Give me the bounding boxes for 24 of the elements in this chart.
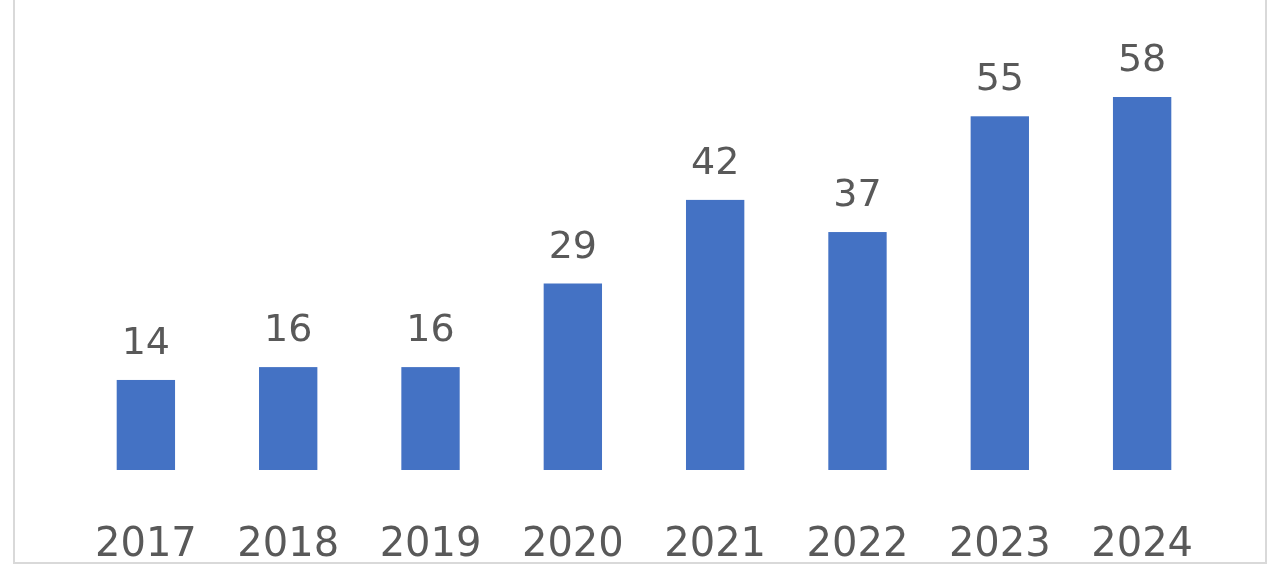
data-label: 29 — [548, 222, 598, 267]
x-tick-label: 2018 — [237, 519, 340, 566]
x-tick-label: 2024 — [1091, 519, 1194, 566]
bar — [116, 379, 176, 470]
x-tick-label: 2017 — [94, 519, 197, 566]
bar — [1112, 97, 1172, 470]
data-label: 14 — [121, 318, 171, 363]
x-tick-label: 2023 — [948, 519, 1051, 566]
x-tick-label: 2020 — [521, 519, 624, 566]
bar — [401, 367, 460, 470]
data-label: 42 — [690, 138, 740, 183]
bar — [685, 199, 745, 470]
bar — [970, 116, 1029, 470]
data-label: 16 — [264, 306, 313, 351]
data-label: 37 — [833, 171, 882, 216]
data-label: 58 — [1117, 36, 1167, 80]
data-label: 16 — [406, 306, 455, 351]
x-tick-label: 2021 — [664, 519, 767, 566]
data-label: 55 — [975, 55, 1024, 100]
bar — [828, 232, 887, 470]
bar — [543, 283, 603, 470]
bar — [259, 367, 318, 470]
x-tick-label: 2022 — [806, 519, 909, 566]
x-tick-label: 2019 — [379, 519, 482, 566]
